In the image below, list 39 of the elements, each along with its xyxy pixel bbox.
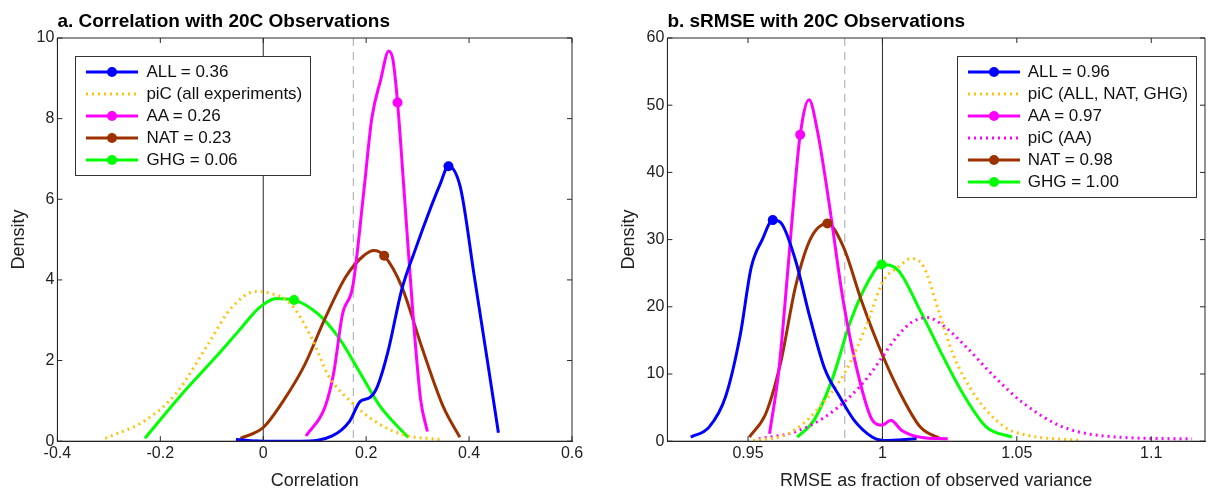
y-tick-label: 8 xyxy=(45,109,55,127)
x-tick-label: -0.2 xyxy=(146,444,175,462)
chart-title: a. Correlation with 20C Observations xyxy=(57,10,390,32)
x-tick-label: 1.05 xyxy=(1001,444,1033,462)
y-tick-label: 6 xyxy=(45,189,55,207)
legend-label: piC (AA) xyxy=(1027,128,1092,148)
legend-label: GHG = 0.06 xyxy=(146,150,238,170)
x-tick-label: -0.4 xyxy=(43,444,72,462)
y-tick-label: 10 xyxy=(646,364,665,382)
legend-label: GHG = 1.00 xyxy=(1027,172,1119,192)
legend-label: NAT = 0.23 xyxy=(146,128,232,148)
x-tick-label: 0.2 xyxy=(355,444,378,462)
legend-label: AA = 0.97 xyxy=(1027,106,1102,126)
y-tick-label: 40 xyxy=(646,162,665,180)
x-tick-label: 0.95 xyxy=(732,444,764,462)
y-tick-label: 30 xyxy=(646,230,665,248)
y-tick-label: 0 xyxy=(655,431,665,449)
y-tick-label: 60 xyxy=(646,28,665,46)
legend-label: ALL = 0.36 xyxy=(146,62,229,82)
chart-title: b. sRMSE with 20C Observations xyxy=(667,10,966,32)
x-axis-title: Correlation xyxy=(270,470,359,491)
legend-label: AA = 0.26 xyxy=(146,106,221,126)
x-tick-label: 1 xyxy=(877,444,887,462)
x-tick-label: 1.1 xyxy=(1140,444,1163,462)
legend-label: NAT = 0.98 xyxy=(1027,150,1113,170)
legend-label: piC (ALL, NAT, GHG) xyxy=(1027,84,1188,104)
legend-label: ALL = 0.96 xyxy=(1027,62,1110,82)
y-tick-label: 2 xyxy=(45,350,55,368)
y-tick-label: 10 xyxy=(36,28,55,46)
legend-label: piC (all experiments) xyxy=(146,84,303,104)
x-tick-label: 0 xyxy=(258,444,268,462)
y-tick-label: 4 xyxy=(45,270,55,288)
y-tick-label: 20 xyxy=(646,297,665,315)
x-axis-title: RMSE as fraction of observed variance xyxy=(780,470,1093,491)
y-tick-label: 50 xyxy=(646,95,665,113)
y-axis-title: Density xyxy=(617,209,638,270)
x-tick-label: 0.6 xyxy=(560,444,584,462)
y-axis-title: Density xyxy=(7,209,28,270)
x-tick-label: 0.4 xyxy=(457,444,481,462)
